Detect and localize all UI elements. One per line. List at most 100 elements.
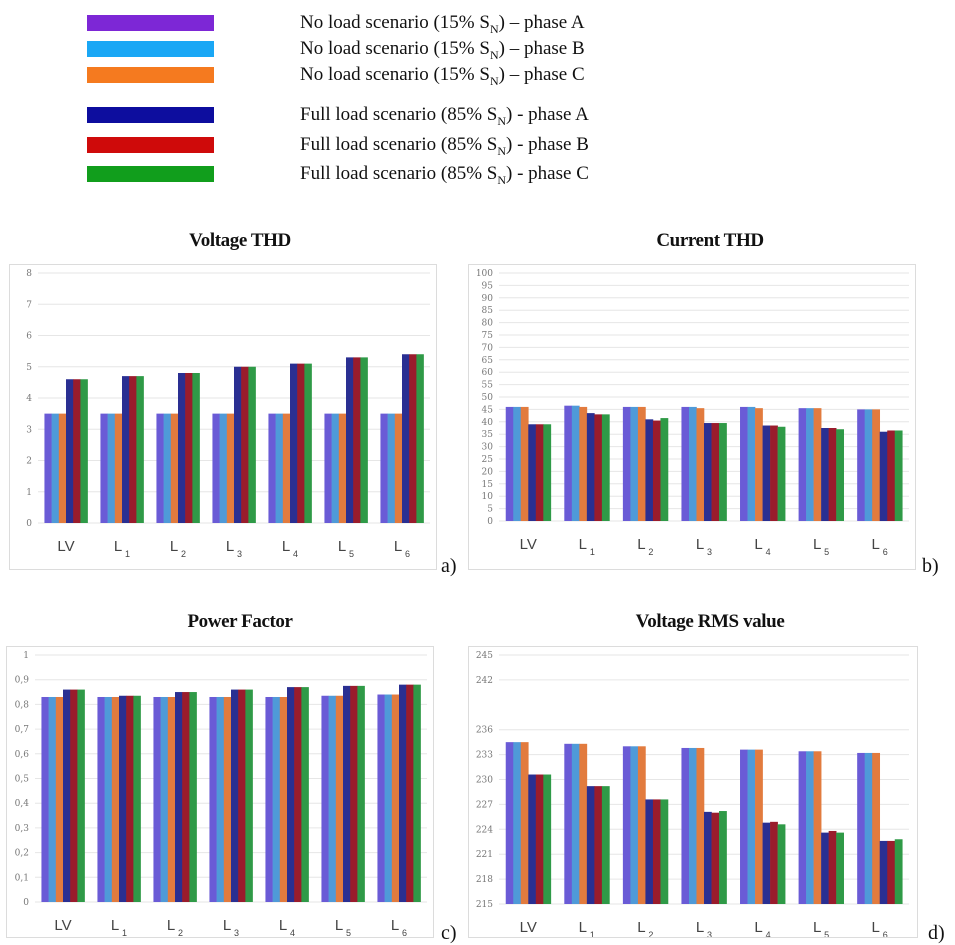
legend-item: No load scenario (15% SN) – phase B (0, 38, 955, 62)
y-tick-label: 0,7 (15, 725, 30, 735)
bar (520, 742, 529, 904)
bar (104, 696, 113, 902)
bar (505, 742, 514, 904)
bar (586, 413, 595, 521)
bar (622, 746, 631, 904)
bar (245, 689, 253, 902)
x-tick-sublabel: 6 (883, 547, 888, 557)
bar (189, 692, 197, 902)
y-tick-label: 70 (482, 343, 494, 353)
y-tick-label: 236 (476, 726, 493, 736)
bar (645, 799, 654, 904)
bar (48, 696, 57, 902)
y-tick-label: 245 (476, 651, 493, 661)
y-tick-label: 0,5 (15, 775, 30, 785)
bar (755, 408, 763, 521)
x-tick-label: L (338, 538, 346, 555)
x-tick-sublabel: 5 (824, 930, 829, 937)
y-tick-label: 1 (23, 651, 29, 661)
y-tick-label: 0 (23, 898, 29, 908)
bar (416, 354, 424, 523)
y-tick-label: 65 (482, 356, 494, 366)
x-tick-label: L (167, 917, 175, 934)
bar (513, 406, 522, 521)
bar (747, 406, 756, 521)
bar (660, 799, 669, 904)
bar (821, 832, 829, 904)
y-tick-label: 10 (482, 492, 494, 502)
bar (44, 413, 52, 523)
bar (864, 752, 873, 904)
x-tick-sublabel: 4 (766, 930, 771, 937)
y-tick-label: 5 (26, 363, 32, 373)
y-tick-label: 0,2 (15, 849, 29, 859)
x-tick-label: L (111, 917, 119, 934)
bar (630, 406, 639, 521)
chart-title: Power Factor (187, 611, 293, 632)
y-tick-label: 230 (476, 776, 493, 786)
bar (857, 409, 865, 521)
bar (813, 751, 822, 904)
bar (58, 413, 67, 523)
x-tick-sublabel: 1 (590, 930, 595, 937)
bar (353, 357, 361, 523)
bar (601, 414, 610, 521)
x-tick-label: L (170, 538, 178, 555)
bar (798, 751, 807, 904)
y-tick-label: 0 (487, 517, 493, 527)
bar (821, 428, 829, 521)
bar (63, 689, 71, 902)
x-tick-label: L (394, 538, 402, 555)
bar (828, 830, 837, 904)
bar (248, 366, 256, 523)
bar (338, 413, 347, 523)
bar (777, 824, 786, 904)
bar (107, 413, 116, 523)
x-tick-sublabel: 4 (766, 547, 771, 557)
x-tick-sublabel: 1 (125, 549, 130, 559)
y-tick-label: 8 (26, 269, 32, 279)
bar (711, 423, 720, 521)
y-tick-label: 227 (476, 800, 493, 810)
bar (192, 373, 200, 523)
bar (219, 413, 228, 523)
legend-label: Full load scenario (85% SN) - phase A (300, 104, 589, 128)
y-tick-label: 35 (482, 430, 494, 440)
x-tick-label: L (579, 536, 587, 553)
bar (223, 696, 232, 902)
x-tick-label: L (279, 917, 287, 934)
x-tick-sublabel: 6 (883, 930, 888, 937)
y-tick-label: 5 (487, 505, 493, 515)
panel-label: b) (922, 555, 939, 577)
bar (185, 373, 193, 523)
bar (324, 413, 332, 523)
bar (304, 363, 312, 523)
x-tick-sublabel: 5 (346, 928, 351, 937)
y-tick-label: 1 (26, 488, 32, 498)
bar (696, 408, 705, 521)
bar (268, 413, 276, 523)
x-tick-sublabel: 2 (648, 547, 653, 557)
bar (711, 812, 720, 904)
bar (111, 696, 120, 902)
legend-label: No load scenario (15% SN) – phase A (300, 12, 585, 36)
bar (335, 695, 344, 902)
bar (136, 376, 144, 523)
bar (346, 357, 354, 523)
bar (343, 685, 351, 902)
bar (770, 425, 778, 521)
y-tick-label: 90 (482, 294, 494, 304)
bar (836, 429, 844, 521)
y-tick-label: 40 (482, 418, 494, 428)
x-tick-label: L (813, 536, 821, 553)
bar (622, 406, 631, 521)
bar (879, 431, 888, 521)
bar (238, 689, 246, 902)
bar (681, 747, 690, 904)
bar (394, 413, 403, 523)
bar (350, 685, 358, 902)
chart-svg: 0510152025303540455055606570758085909510… (476, 269, 909, 557)
legend-swatch (87, 166, 214, 182)
